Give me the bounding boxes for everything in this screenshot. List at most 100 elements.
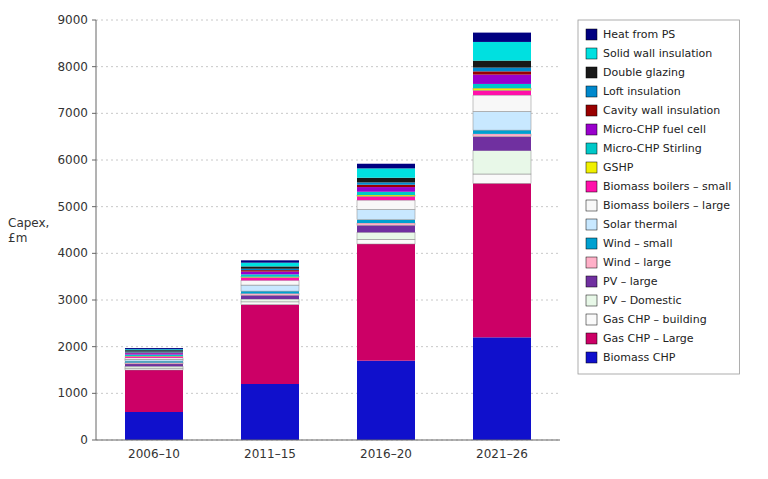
bar-segment [473, 71, 531, 74]
bar-segment [125, 358, 183, 359]
y-tick-label: 6000 [57, 153, 88, 167]
x-tick-label: 2016–20 [360, 447, 412, 461]
legend-label: Heat from PS [603, 28, 675, 41]
bar-segment [125, 366, 183, 368]
y-tick [92, 253, 96, 254]
legend-label: Gas CHP – building [603, 313, 707, 326]
bar-segment [473, 88, 531, 90]
bar-segment [125, 356, 183, 357]
bar-segment [473, 42, 531, 61]
legend-swatch [586, 48, 597, 59]
bar-segment [473, 130, 531, 134]
bar-segment [241, 302, 299, 305]
x-tick-label: 2006–10 [128, 447, 180, 461]
legend-label: Solar thermal [603, 218, 677, 231]
legend: Heat from PS Solid wall insulation Double … [578, 20, 739, 374]
bar-segment [473, 174, 531, 183]
y-tick-label: 3000 [57, 293, 88, 307]
bar-segment [241, 305, 299, 384]
legend-label: Cavity wall insulation [603, 104, 720, 117]
bar-segment [241, 291, 299, 293]
legend-label: Gas CHP – Large [603, 332, 694, 345]
x-axis-line [96, 440, 560, 441]
bar-segment [357, 195, 415, 196]
grid-line [96, 440, 560, 441]
legend-label: Wind – large [603, 256, 671, 269]
legend-swatch [586, 333, 597, 344]
bar-segment [357, 187, 415, 192]
bar-segment [241, 266, 299, 268]
legend-label: Wind – small [603, 237, 672, 250]
axes: 2006–10 2011–15 2016–20 2021–26 [96, 20, 560, 461]
bar-segment [473, 151, 531, 174]
bar-segment [241, 295, 299, 299]
bar-segment [125, 364, 183, 366]
y-tick [92, 66, 96, 67]
bar-segment [473, 84, 531, 88]
legend-label: Biomass boilers – small [603, 180, 731, 193]
bar-segment [473, 183, 531, 337]
legend-frame [578, 20, 739, 374]
bar-segment [473, 61, 531, 68]
chart: 0100020003000400050006000700080009000200… [0, 0, 768, 479]
bar-segment [357, 244, 415, 361]
y-tick [92, 300, 96, 301]
bar-segment [125, 355, 183, 356]
legend-swatch [586, 124, 597, 135]
legend-swatch [586, 257, 597, 268]
y-tick-label: 7000 [57, 106, 88, 120]
y-tick [92, 206, 96, 207]
x-tick-label: 2011–15 [244, 447, 296, 461]
bar-segment [125, 356, 183, 357]
legend-swatch [586, 314, 597, 325]
legend-label: PV – Domestic [603, 294, 681, 307]
bar-segment [125, 412, 183, 440]
legend-label: Biomass boilers – large [603, 199, 730, 212]
y-tick-label: 0 [80, 433, 88, 447]
y-axis-label: Capex,£m [8, 216, 49, 245]
bar-segment [357, 361, 415, 440]
y-axis-line [96, 20, 97, 440]
bar-segment [357, 223, 415, 225]
y-tick-label: 2000 [57, 340, 88, 354]
bar-segment [241, 285, 299, 291]
x-tick-label: 2021–26 [476, 447, 528, 461]
y-tick [92, 20, 96, 21]
bar-segment [125, 350, 183, 351]
bar-segment [357, 196, 415, 200]
bar-segment [125, 363, 183, 364]
bars [125, 33, 531, 440]
legend-swatch [586, 200, 597, 211]
bar-segment [473, 33, 531, 42]
y-tick-label: 8000 [57, 60, 88, 74]
bar-segment [357, 200, 415, 209]
bar-segment [357, 239, 415, 244]
bar-segment [473, 137, 531, 151]
legend-swatch [586, 29, 597, 40]
bar-segment [125, 368, 183, 370]
bar-segment [241, 299, 299, 302]
bar-segment [241, 384, 299, 440]
y-tick [92, 113, 96, 114]
bar-segment [473, 111, 531, 130]
legend-label: Solid wall insulation [603, 47, 712, 60]
y-tick [92, 160, 96, 161]
bar-segment [241, 270, 299, 271]
y-tick-label: 4000 [57, 246, 88, 260]
bar-segment [241, 278, 299, 281]
legend-swatch [586, 67, 597, 78]
legend-label: GSHP [603, 161, 634, 174]
bar-segment [357, 182, 415, 184]
legend-label: Micro-CHP fuel cell [603, 123, 706, 136]
legend-swatch [586, 276, 597, 287]
legend-swatch [586, 219, 597, 230]
legend-label: Double glazing [603, 66, 685, 79]
legend-swatch [586, 352, 597, 363]
bar-segment [125, 359, 183, 361]
y-tick-label: 5000 [57, 200, 88, 214]
bar-segment [125, 351, 183, 353]
bar-segment [125, 348, 183, 349]
bar-segment [241, 269, 299, 270]
legend-label: Micro-CHP Stirling [603, 142, 702, 155]
bar-segment [357, 185, 415, 187]
